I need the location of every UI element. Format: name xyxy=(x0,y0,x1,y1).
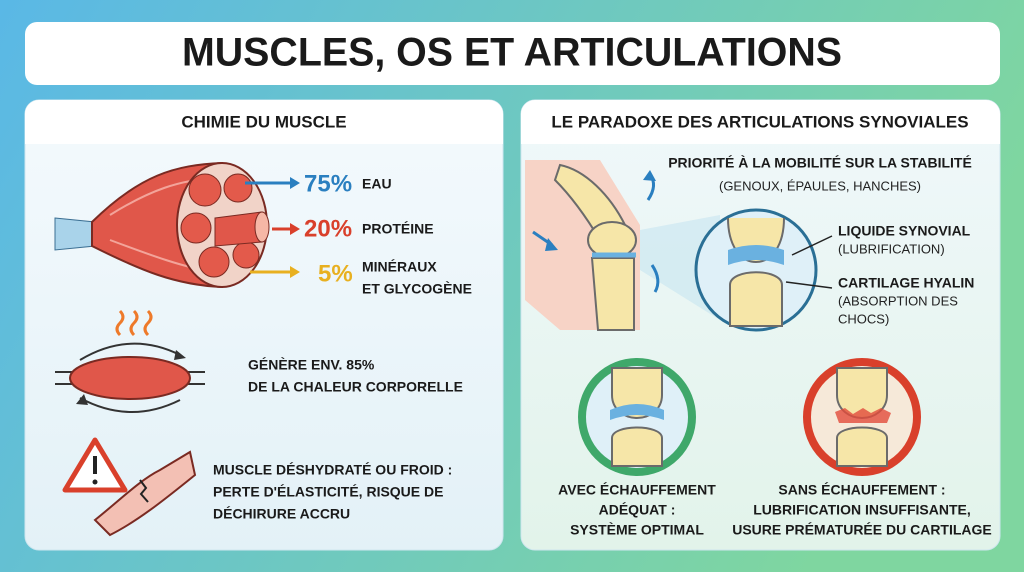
knee-illustration-part xyxy=(650,264,660,293)
heat-text: DE LA CHALEUR CORPORELLE xyxy=(248,379,463,395)
priority-text: (GENOUX, ÉPAULES, HANCHES) xyxy=(719,178,921,193)
heat-illustration xyxy=(55,309,205,413)
healthy-joint-part xyxy=(611,426,663,467)
knee-illustration-part xyxy=(590,257,635,331)
callout-label: CHOCS) xyxy=(838,311,889,326)
component-label: EAU xyxy=(362,176,392,192)
knee-illustration-part xyxy=(643,170,656,181)
warning-illustration-part xyxy=(139,479,149,503)
warning-illustration-part xyxy=(92,479,98,485)
callout-label: CARTILAGE HYALIN xyxy=(838,275,974,291)
muscle-illustration-part xyxy=(54,217,96,251)
muscle-illustration xyxy=(54,161,300,289)
knee-illustration-part xyxy=(694,208,818,332)
heat-illustration-part xyxy=(76,394,88,405)
knee-illustration-part xyxy=(728,245,784,265)
muscle-illustration-part xyxy=(290,266,300,278)
heat-illustration-part xyxy=(55,371,205,385)
heat-text: GÉNÈRE ENV. 85% xyxy=(248,357,375,373)
outcome-text: AVEC ÉCHAUFFEMENT xyxy=(558,482,716,498)
heat-illustration-part xyxy=(79,397,181,413)
outcome-text: SANS ÉCHAUFFEMENT : xyxy=(778,482,945,498)
warning-text: DÉCHIRURE ACCRU xyxy=(213,506,350,522)
priority-text: PRIORITÉ À LA MOBILITÉ SUR LA STABILITÉ xyxy=(668,155,972,171)
percentage: 5% xyxy=(318,260,353,287)
muscle-illustration-part xyxy=(290,223,300,235)
knee-illustration-part xyxy=(545,238,558,251)
right-header xyxy=(521,100,1000,144)
outcome-text: SYSTÈME OPTIMAL xyxy=(570,522,704,538)
title-bar xyxy=(25,22,1000,85)
warning-illustration xyxy=(62,437,197,537)
left-header xyxy=(25,100,503,144)
percentage: 20% xyxy=(304,215,352,242)
healthy-joint-part xyxy=(610,404,664,420)
heat-illustration-part xyxy=(174,350,186,360)
muscle-illustration-part xyxy=(180,212,212,244)
damaged-joint xyxy=(803,358,921,476)
outcome-text: LUBRIFICATION INSUFFISANTE, xyxy=(753,502,971,518)
knee-illustration xyxy=(525,160,833,332)
damaged-joint-part xyxy=(836,426,888,467)
muscle-illustration-part xyxy=(254,211,270,243)
component-label: ET GLYCOGÈNE xyxy=(362,281,472,297)
left-title: CHIMIE DU MUSCLE xyxy=(181,112,346,131)
muscle-illustration-part xyxy=(290,177,300,189)
component-label: PROTÉINE xyxy=(362,221,434,237)
callout-label: LIQUIDE SYNOVIAL xyxy=(838,223,971,239)
damaged-joint-part xyxy=(835,408,891,423)
callout-label: (LUBRIFICATION) xyxy=(838,241,945,256)
page-title: MUSCLES, OS ET ARTICULATIONS xyxy=(182,31,842,75)
muscle-illustration-part xyxy=(232,241,260,269)
warning-text: PERTE D'ÉLASTICITÉ, RISQUE DE xyxy=(213,484,443,500)
healthy-joint xyxy=(578,358,696,476)
knee-illustration-part xyxy=(785,235,833,289)
knee-illustration-part xyxy=(729,271,783,327)
warning-illustration-part xyxy=(93,450,197,537)
outcome-text: USURE PRÉMATURÉE DU CARTILAGE xyxy=(732,522,992,538)
heat-illustration-part xyxy=(115,309,153,337)
right-title: LE PARADOXE DES ARTICULATIONS SYNOVIALES xyxy=(551,112,968,131)
warning-text: MUSCLE DÉSHYDRATÉ OU FROID : xyxy=(213,462,452,478)
muscle-illustration-part xyxy=(188,173,222,207)
heat-illustration-part xyxy=(69,356,191,400)
callout-label: (ABSORPTION DES xyxy=(838,293,958,308)
component-label: MINÉRAUX xyxy=(362,259,437,275)
heat-illustration-part xyxy=(79,342,181,361)
outcome-text: ADÉQUAT : xyxy=(599,502,676,518)
muscle-illustration-part xyxy=(223,173,253,203)
muscle-illustration-part xyxy=(198,246,230,278)
percentage: 75% xyxy=(304,170,352,197)
